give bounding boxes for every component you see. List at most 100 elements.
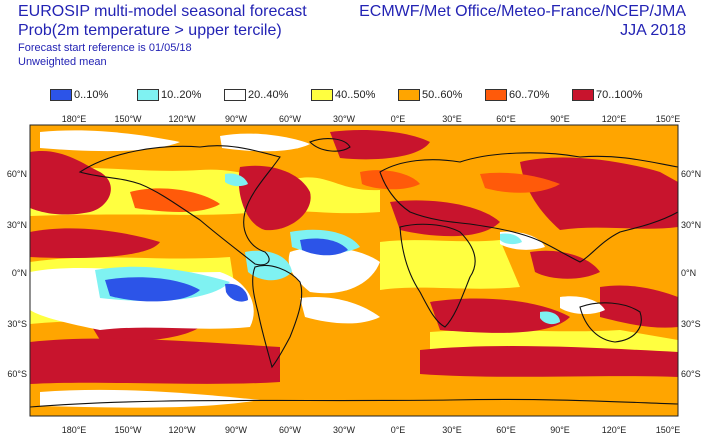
field-patch (300, 238, 348, 256)
lon-label-top: 120°W (168, 114, 196, 124)
lat-label-left: 60°N (7, 169, 27, 179)
legend-label: 0..10% (74, 89, 109, 101)
legend-swatch (311, 89, 333, 101)
lat-label-right: 30°S (681, 319, 701, 329)
legend-item: 40..50% (311, 88, 375, 102)
legend-swatch (398, 89, 420, 101)
north-america-coast (78, 145, 281, 266)
data-source: ECMWF/Met Office/Meteo-France/NCEP/JMA (359, 3, 686, 20)
legend-item: 10..20% (137, 88, 201, 102)
field-patch (420, 346, 678, 377)
field-patch (520, 157, 678, 230)
lon-label-bottom: 120°W (168, 425, 196, 435)
legend-label: 70..100% (596, 89, 643, 101)
lon-label-top: 150°E (656, 114, 681, 124)
legend-swatch (50, 89, 72, 101)
field-patch (360, 170, 420, 190)
field-patch (530, 250, 600, 279)
legend-label: 20..40% (248, 89, 289, 101)
lat-label-left: 30°S (7, 319, 27, 329)
field-patch (380, 240, 520, 290)
legend-item: 60..70% (485, 88, 549, 102)
field-patch (30, 228, 160, 259)
probability-field (30, 125, 678, 416)
legend-swatch (137, 89, 159, 101)
field-patch (480, 172, 560, 193)
lat-label-left: 60°S (7, 369, 27, 379)
legend-item: 0..10% (50, 88, 108, 102)
lon-label-top: 90°W (225, 114, 248, 124)
lat-label-right: 60°S (681, 369, 701, 379)
field-patch (225, 283, 248, 302)
lon-label-bottom: 60°E (496, 425, 516, 435)
field-patch (600, 285, 678, 328)
lat-label-right: 0°N (681, 268, 696, 278)
field-patch (288, 247, 380, 294)
lon-label-top: 60°W (279, 114, 302, 124)
field-patch (390, 200, 500, 237)
map-frame (29, 124, 679, 417)
field-patch (330, 130, 430, 160)
lon-label-bottom: 120°E (602, 425, 627, 435)
lon-label-bottom: 60°W (279, 425, 302, 435)
field-patch (560, 296, 605, 315)
lat-label-right: 30°N (681, 220, 701, 230)
legend-label: 60..70% (509, 89, 550, 101)
south-america-coast (252, 264, 303, 369)
antarctica-coast (30, 398, 678, 408)
field-patch (500, 233, 522, 245)
field-patch (225, 173, 248, 187)
legend-swatch (485, 89, 507, 101)
lon-label-bottom: 30°W (333, 425, 356, 435)
field-patch (130, 188, 220, 212)
title-line-2: Prob(2m temperature > upper tercile) (18, 22, 282, 39)
mean-type: Unweighted mean (18, 56, 107, 68)
legend-swatch (224, 89, 246, 101)
probability-map: 180°E 150°W 120°W 90°W 60°W 30°W 0°E 30°E 60°E 90… (7, 114, 701, 435)
field-patch (238, 165, 311, 231)
field-patch (30, 151, 111, 215)
lon-label-bottom: 90°W (225, 425, 248, 435)
field-patch (430, 298, 570, 333)
lon-label-bottom: 30°E (442, 425, 462, 435)
field-patch (30, 338, 280, 384)
axis-labels: 180°E 150°W 120°W 90°W 60°W 30°W 0°E 30°E 60°E 90… (7, 114, 701, 435)
legend-item: 70..100% (572, 88, 642, 102)
legend-label: 10..20% (161, 89, 202, 101)
lon-label-bottom: 0°E (391, 425, 406, 435)
lon-label-top: 30°W (333, 114, 356, 124)
legend-label: 40..50% (335, 89, 376, 101)
africa-coast (399, 223, 476, 328)
coastlines (30, 138, 678, 408)
lon-label-top: 0°E (391, 114, 406, 124)
greenland-coast (309, 138, 351, 152)
forecast-reference: Forecast start reference is 01/05/18 (18, 42, 192, 54)
lon-label-top: 90°E (550, 114, 570, 124)
field-patch (40, 130, 180, 152)
color-legend: 0..10% 10..20% 20..40% 40..50% 50..60% 60..70… (50, 88, 690, 104)
legend-swatch (572, 89, 594, 101)
australia-coast (579, 302, 642, 343)
season-label: JJA 2018 (620, 22, 686, 39)
lon-label-bottom: 90°E (550, 425, 570, 435)
legend-item: 20..40% (224, 88, 288, 102)
field-patch (540, 311, 560, 325)
title-line-1: EUROSIP multi-model seasonal forecast (18, 3, 307, 20)
lon-label-bottom: 180°E (62, 425, 87, 435)
field-patch (105, 277, 200, 302)
lon-label-bottom: 150°W (114, 425, 142, 435)
lon-label-top: 60°E (496, 114, 516, 124)
legend-label: 50..60% (422, 89, 463, 101)
legend-item: 50..60% (398, 88, 462, 102)
field-patch (220, 133, 310, 152)
lon-label-top: 150°W (114, 114, 142, 124)
lon-label-top: 180°E (62, 114, 87, 124)
lon-label-top: 30°E (442, 114, 462, 124)
field-patch (300, 296, 380, 324)
lat-label-left: 30°N (7, 220, 27, 230)
lat-label-left: 0°N (12, 268, 27, 278)
lon-label-bottom: 150°E (656, 425, 681, 435)
eurasia-coast (379, 152, 678, 263)
lat-label-right: 60°N (681, 169, 701, 179)
lon-label-top: 120°E (602, 114, 627, 124)
